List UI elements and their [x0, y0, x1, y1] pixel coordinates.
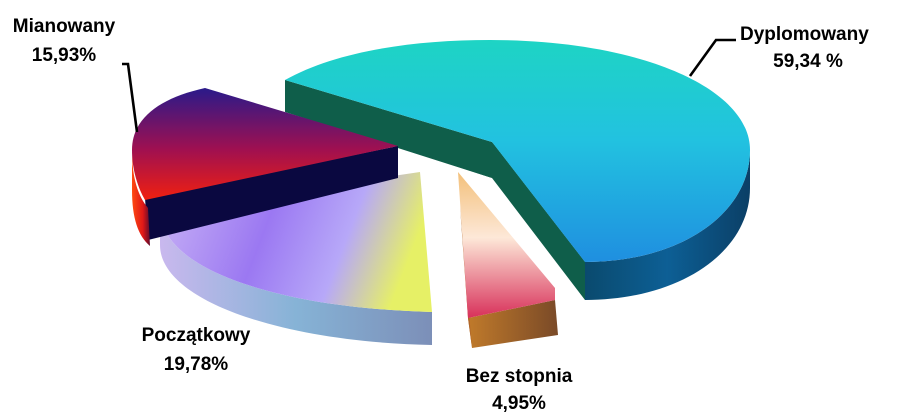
- slice-side-dyplomowany: [585, 150, 750, 300]
- pie-slice-bez-stopnia: [458, 172, 558, 348]
- label-poczatkowy-value: 19,78%: [164, 354, 229, 375]
- label-dyplomowany-value: 59,34 %: [773, 51, 843, 72]
- label-bez-stopnia-category: Bez stopnia: [466, 366, 573, 387]
- leader-line-dyplomowany: [688, 38, 736, 77]
- slice-side-mianowany: [132, 150, 150, 246]
- label-poczatkowy-category: Początkowy: [142, 325, 251, 346]
- label-mianowany-category: Mianowany: [13, 16, 116, 37]
- slice-side-poczatkowy: [160, 210, 432, 345]
- slice-top-dyplomowany: [285, 40, 750, 262]
- slice-side-bez-stopnia: [468, 300, 558, 348]
- leader-line-mianowany: [122, 62, 139, 133]
- slice-top-mianowany: [132, 88, 398, 200]
- label-bez-stopnia-value: 4,95%: [492, 393, 546, 414]
- slice-top-bez-stopnia: [458, 172, 555, 318]
- label-dyplomowany-category: Dyplomowany: [740, 24, 869, 45]
- label-mianowany-value: 15,93%: [32, 45, 97, 66]
- pie-slice-mianowany: [132, 88, 398, 246]
